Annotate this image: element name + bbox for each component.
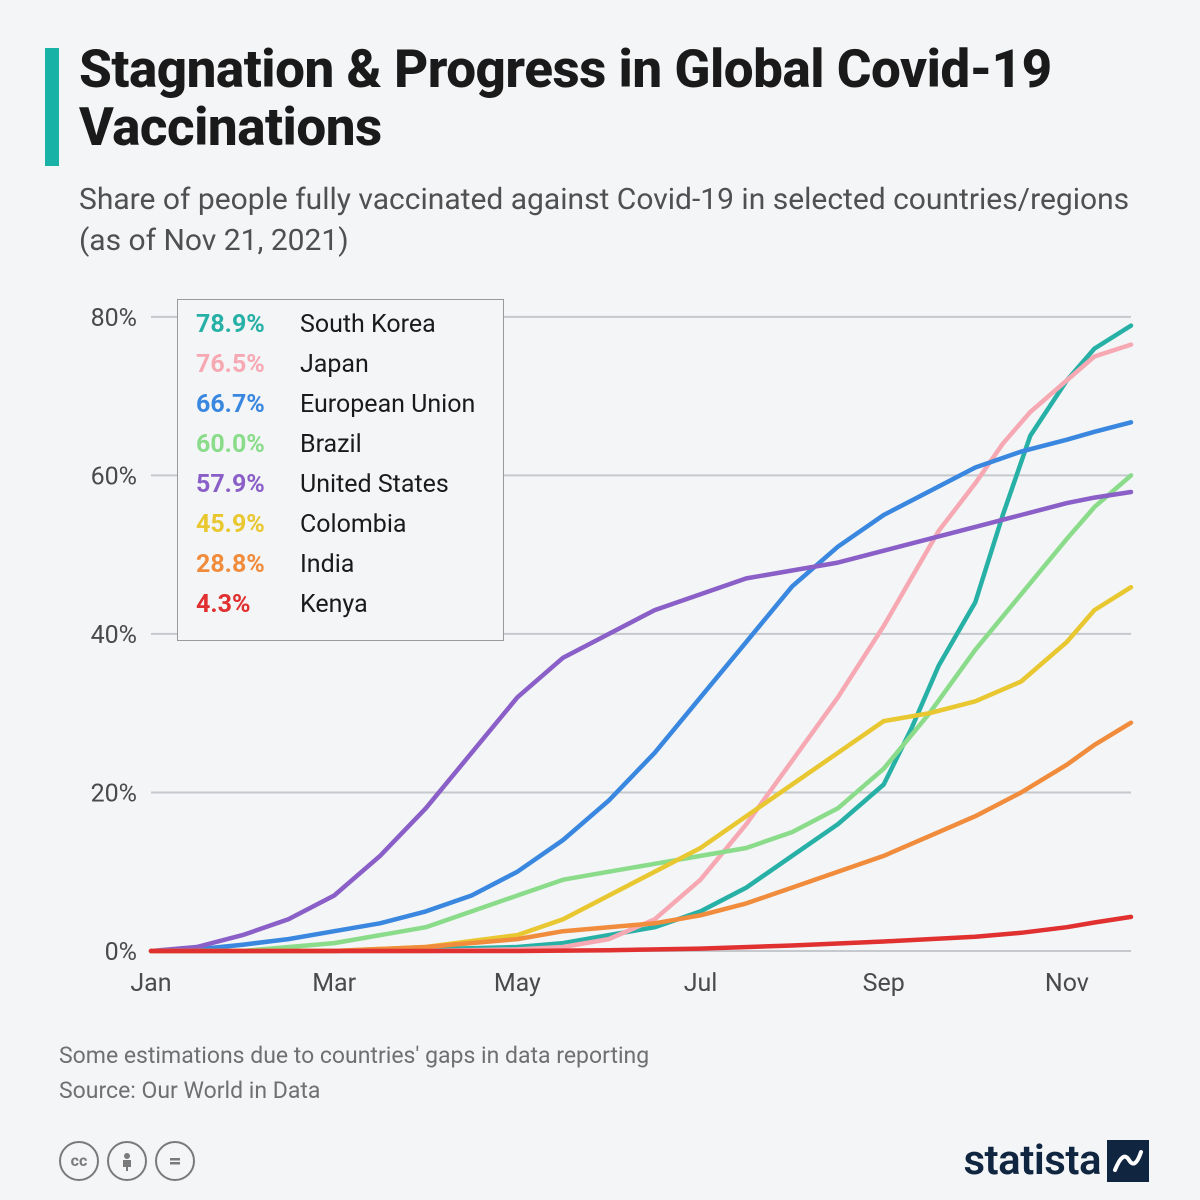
- legend-label: United States: [300, 470, 449, 499]
- chart-title: Stagnation & Progress in Global Covid-19…: [79, 40, 1155, 157]
- chart-subtitle: Share of people fully vaccinated against…: [79, 180, 1155, 261]
- svg-text:May: May: [494, 969, 541, 998]
- svg-text:60%: 60%: [91, 462, 137, 491]
- svg-text:20%: 20%: [91, 779, 137, 808]
- legend-item: 45.9% Colombia: [196, 510, 475, 550]
- svg-text:Jul: Jul: [684, 969, 718, 998]
- svg-text:cc: cc: [71, 1151, 88, 1170]
- nd-icon: [155, 1141, 195, 1181]
- legend-pct: 76.5%: [196, 350, 282, 379]
- legend: 78.9% South Korea 76.5% Japan 66.7% European …: [177, 299, 504, 641]
- legend-pct: 60.0%: [196, 430, 282, 459]
- svg-text:Nov: Nov: [1045, 969, 1089, 998]
- legend-pct: 4.3%: [196, 590, 282, 619]
- by-icon: [107, 1141, 147, 1181]
- footnote-line-2: Source: Our World in Data: [59, 1077, 320, 1104]
- legend-label: European Union: [300, 390, 475, 419]
- svg-text:40%: 40%: [91, 621, 137, 650]
- legend-label: South Korea: [300, 310, 436, 339]
- legend-item: 76.5% Japan: [196, 350, 475, 390]
- legend-item: 57.9% United States: [196, 470, 475, 510]
- brand-logo: statista: [963, 1136, 1149, 1185]
- legend-label: Kenya: [300, 590, 368, 619]
- license-icons: cc: [59, 1141, 195, 1181]
- legend-item: 28.8% India: [196, 550, 475, 590]
- legend-label: India: [300, 550, 354, 579]
- legend-label: Colombia: [300, 510, 407, 539]
- legend-pct: 66.7%: [196, 390, 282, 419]
- chart-container: 0% 20% 40% 60% 80% Jan Mar May Jul Sep Nov 78.9% So…: [59, 291, 1139, 1011]
- brand-text: statista: [963, 1136, 1101, 1185]
- legend-item: 66.7% European Union: [196, 390, 475, 430]
- cc-icon: cc: [59, 1141, 99, 1181]
- footer: cc statista: [45, 1136, 1155, 1185]
- svg-text:80%: 80%: [91, 304, 137, 333]
- legend-pct: 28.8%: [196, 550, 282, 579]
- svg-text:Jan: Jan: [130, 969, 171, 998]
- footnote: Some estimations due to countries' gaps …: [59, 1039, 1155, 1108]
- legend-label: Brazil: [300, 430, 362, 459]
- accent-bar: [45, 48, 59, 166]
- legend-item: 60.0% Brazil: [196, 430, 475, 470]
- svg-text:0%: 0%: [105, 938, 137, 967]
- legend-pct: 45.9%: [196, 510, 282, 539]
- footnote-line-1: Some estimations due to countries' gaps …: [59, 1042, 649, 1069]
- svg-text:Sep: Sep: [863, 969, 905, 998]
- legend-item: 4.3% Kenya: [196, 590, 475, 630]
- legend-label: Japan: [300, 350, 369, 379]
- brand-mark-icon: [1107, 1140, 1149, 1182]
- legend-item: 78.9% South Korea: [196, 310, 475, 350]
- legend-pct: 57.9%: [196, 470, 282, 499]
- legend-pct: 78.9%: [196, 310, 282, 339]
- svg-text:Mar: Mar: [312, 969, 356, 998]
